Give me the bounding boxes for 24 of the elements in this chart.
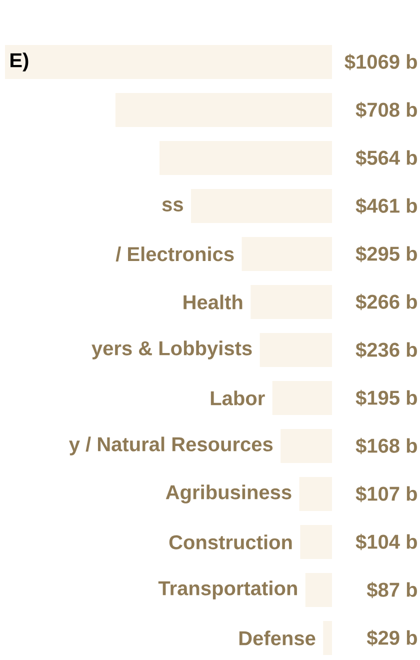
y-tick-label: Defense [239,630,316,646]
data-label: $564 b [356,150,417,166]
y-tick-label: E) [10,52,28,72]
data-label: $708 b [356,102,417,118]
y-tick-label: Transportation [158,580,297,600]
data-label: $168 b [356,438,417,454]
data-label: $266 b [356,294,417,310]
data-label: $107 b [356,486,417,502]
data-label: $1069 b [344,54,417,70]
data-label: $29 b [366,630,417,646]
y-tick-label: / Electronics [116,246,234,262]
data-label: $195 b [356,390,417,406]
data-label: $87 b [366,582,417,598]
y-tick-label: Construction [169,534,292,550]
y-tick-label: y / Natural Resources [69,436,273,456]
y-tick-label: Health [184,294,242,310]
y-tick-label: ss [162,200,183,212]
data-label: $295 b [356,246,417,262]
y-tick-label: yers & Lobbyists [92,340,252,360]
y-tick-label: Agribusiness [166,484,292,504]
data-label: $461 b [356,198,417,214]
y-tick-label: Labor [210,390,265,406]
data-label: $104 b [356,534,417,550]
data-label: $236 b [356,342,417,358]
